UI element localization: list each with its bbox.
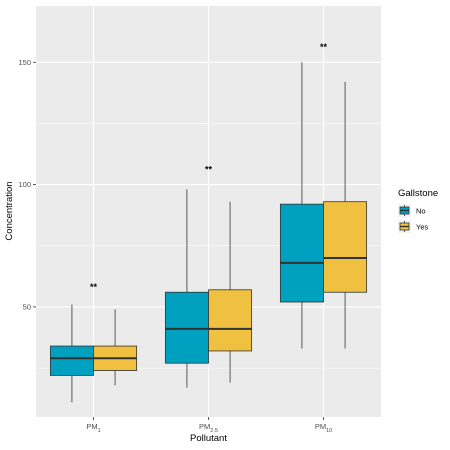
box-plots [49, 62, 368, 403]
significance-annotation: ** [90, 282, 98, 292]
y-tick-label: 150 [18, 58, 31, 67]
x-tick-label: PM10 [315, 422, 332, 434]
x-axis: PM1 PM2.5 PM10 [86, 417, 332, 434]
significance-annotation: ** [205, 164, 213, 174]
annotations: ** ** ** [90, 42, 328, 292]
box-iqr [49, 345, 94, 376]
box-yes-1 [208, 201, 253, 383]
x-tick-label: PM2.5 [199, 422, 218, 434]
legend-item-no: No [398, 204, 426, 217]
x-tick-label: PM1 [86, 422, 100, 434]
box-iqr [279, 203, 324, 303]
box-no-1 [164, 189, 209, 388]
box-iqr [164, 291, 209, 364]
y-axis: 50 100 150 [18, 58, 36, 312]
legend-label: No [416, 207, 426, 216]
y-tick-label: 50 [23, 303, 31, 312]
box-iqr [208, 289, 253, 352]
y-tick-label: 100 [18, 180, 31, 189]
box-iqr [323, 201, 368, 293]
legend-item-yes: Yes [398, 220, 428, 233]
y-axis-title: Concentration [4, 181, 15, 240]
box-no-2 [279, 62, 324, 349]
legend: Gallstone No Yes [398, 188, 438, 233]
legend-title: Gallstone [398, 188, 438, 199]
significance-annotation: ** [320, 42, 328, 52]
box-yes-0 [93, 309, 138, 386]
box-yes-2 [323, 81, 368, 349]
legend-label: Yes [416, 223, 428, 232]
x-axis-title: Pollutant [190, 433, 227, 444]
